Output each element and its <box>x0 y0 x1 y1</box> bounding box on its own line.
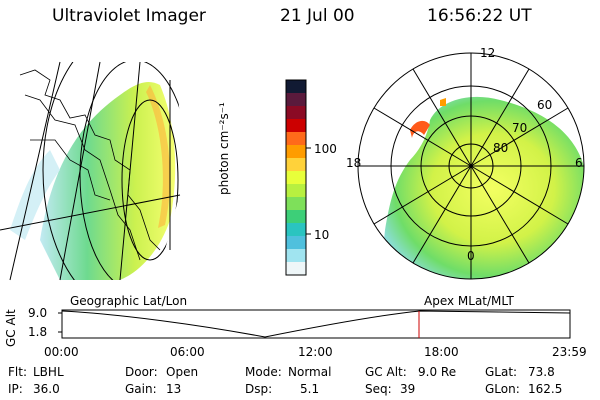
flt-label: Flt: <box>8 365 27 379</box>
colorbar-frame <box>285 79 307 276</box>
timeline-xtick-0600: 06:00 <box>170 345 205 359</box>
time-readout: 16:56:22 UT <box>427 6 532 26</box>
door-label: Door: <box>125 365 158 379</box>
colorbar-tick-10: 10 <box>314 228 330 242</box>
colorbar <box>285 79 311 276</box>
glat-value: 73.8 <box>528 365 555 379</box>
mode-value: Normal <box>288 365 332 379</box>
colorbar-segment <box>286 119 306 133</box>
seq-value: 39 <box>400 382 416 396</box>
glon-label: GLon: <box>485 382 520 396</box>
gain-value: 13 <box>166 382 182 396</box>
mlat-label-60: 60 <box>537 98 553 112</box>
timeline-xtick-1200: 12:00 <box>298 345 333 359</box>
timeline-ytick-1-8: 1.8 <box>28 325 48 339</box>
mlt-label-18: 18 <box>346 156 362 170</box>
date-readout: 21 Jul 00 <box>280 6 355 26</box>
dsp-value: 5.1 <box>300 382 320 396</box>
colorbar-segment <box>286 210 306 224</box>
colorbar-label: photon cm⁻²s⁻¹ <box>217 102 231 195</box>
colorbar-segment <box>286 262 306 276</box>
app-title: Ultraviolet Imager <box>52 6 206 26</box>
geographic-image-panel <box>0 61 182 281</box>
colorbar-segment <box>286 184 306 198</box>
timeline-xtick-2359: 23:59 <box>552 345 587 359</box>
colorbar-segment <box>286 145 306 159</box>
mode-label: Mode: <box>245 365 282 379</box>
colorbar-segment <box>286 158 306 172</box>
colorbar-segment <box>286 106 306 120</box>
apex-polar-panel <box>357 52 585 280</box>
mlt-label-12: 12 <box>480 46 496 60</box>
colorbar-segment <box>286 132 306 146</box>
glat-label: GLat: <box>485 365 518 379</box>
gain-label: Gain: <box>125 382 157 396</box>
mlt-label-0: 0 <box>467 249 475 263</box>
colorbar-segment <box>286 171 306 185</box>
ip-value: 36.0 <box>33 382 60 396</box>
colorbar-segment <box>286 236 306 250</box>
gcalt-value: 9.0 Re <box>418 365 457 379</box>
dsp-label: Dsp: <box>245 382 273 396</box>
geographic-caption: Geographic Lat/Lon <box>70 294 188 308</box>
colorbar-tick-100: 100 <box>314 142 337 156</box>
glon-value: 162.5 <box>528 382 563 396</box>
colorbar-segment <box>286 93 306 107</box>
altitude-timeline <box>58 309 571 339</box>
mlat-label-80: 80 <box>493 141 509 155</box>
door-value: Open <box>166 365 199 379</box>
colorbar-segment <box>286 249 306 263</box>
colorbar-segment <box>286 223 306 237</box>
seq-label: Seq: <box>365 382 392 396</box>
timeline-ylabel: GC Alt <box>4 309 18 347</box>
flt-value: LBHL <box>33 365 64 379</box>
apex-caption: Apex MLat/MLT <box>424 294 514 308</box>
gcalt-label: GC Alt: <box>365 365 407 379</box>
mlat-label-70: 70 <box>512 121 528 135</box>
colorbar-segment <box>286 197 306 211</box>
colorbar-segment <box>286 80 306 94</box>
mlt-label-6: 6 <box>575 156 583 170</box>
timeline-ytick-9: 9.0 <box>28 306 48 320</box>
timeline-xtick-1800: 18:00 <box>424 345 459 359</box>
timeline-xtick-0000: 00:00 <box>44 345 79 359</box>
ip-label: IP: <box>8 382 23 396</box>
